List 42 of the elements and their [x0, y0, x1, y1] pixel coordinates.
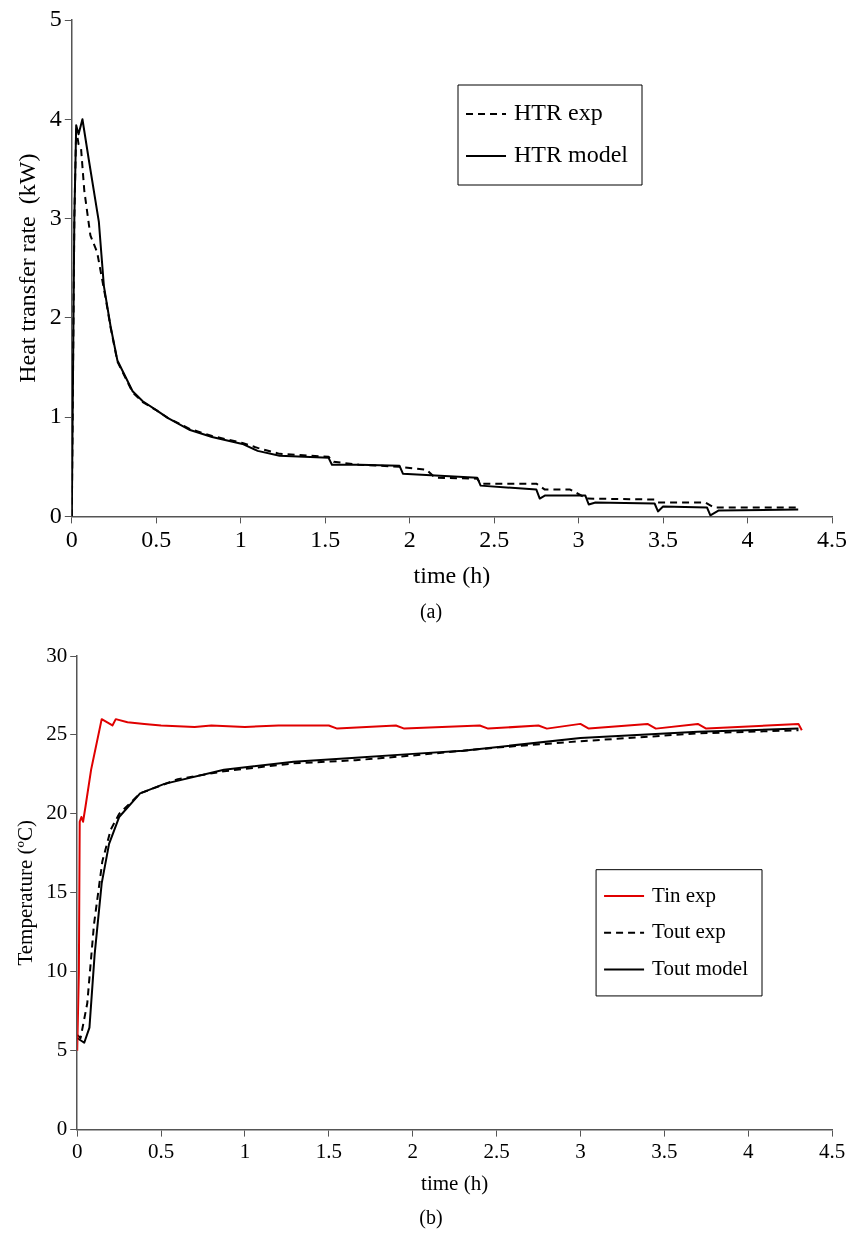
x-tick-label: 1 [234, 526, 247, 553]
x-tick-label: 3 [572, 526, 585, 553]
y-tick-label: 30 [46, 642, 68, 667]
y-tick-label: 2 [49, 303, 62, 330]
x-tick-label: 2 [407, 1138, 418, 1163]
x-axis-title: time (h) [413, 561, 491, 588]
legend-label: HTR exp [514, 99, 603, 126]
x-tick-label: 0.5 [147, 1138, 175, 1163]
y-tick-label: 15 [46, 879, 68, 904]
text: (a) [418, 600, 444, 625]
x-tick-label: 3.5 [648, 526, 679, 553]
x-tick-label: 2.5 [483, 1138, 510, 1163]
x-tick-label: 4 [741, 526, 754, 553]
legend-label: Tout model [652, 956, 749, 981]
legend-label: Tin exp [652, 882, 717, 907]
y-tick-label: 3 [49, 203, 62, 230]
y-tick-label: 20 [46, 800, 68, 825]
y-tick-label: 1 [49, 402, 62, 429]
y-tick-label: 25 [46, 721, 68, 746]
y-axis-title: Heat transfer rate (kW) [13, 153, 40, 383]
x-tick-label: 2 [403, 526, 416, 553]
x-tick-label: 1 [239, 1138, 251, 1163]
x-tick-label: 4 [742, 1138, 754, 1163]
y-tick-label: 4 [49, 104, 62, 131]
y-tick-label: 5 [56, 1037, 68, 1062]
legend-label: HTR model [514, 141, 629, 168]
y-tick-label: 10 [46, 958, 68, 983]
x-tick-label: 0.5 [141, 526, 172, 553]
y-tick-label: 0 [56, 1116, 68, 1141]
y-tick-label: 5 [49, 5, 62, 32]
x-axis-title: time (h) [421, 1170, 489, 1195]
x-tick-label: 4.5 [817, 526, 847, 553]
x-tick-label: 1.5 [310, 526, 341, 553]
y-tick-label: 0 [49, 501, 62, 528]
text: (b) [418, 1206, 444, 1230]
x-tick-label: 4.5 [818, 1138, 846, 1163]
x-tick-label: 1.5 [315, 1138, 342, 1163]
x-tick-label: 3.5 [651, 1138, 678, 1163]
x-tick-label: 2.5 [479, 526, 510, 553]
y-axis-title: Temperature (ºC) [13, 820, 38, 966]
x-tick-label: 3 [575, 1138, 586, 1163]
legend-label: Tout exp [652, 919, 726, 944]
